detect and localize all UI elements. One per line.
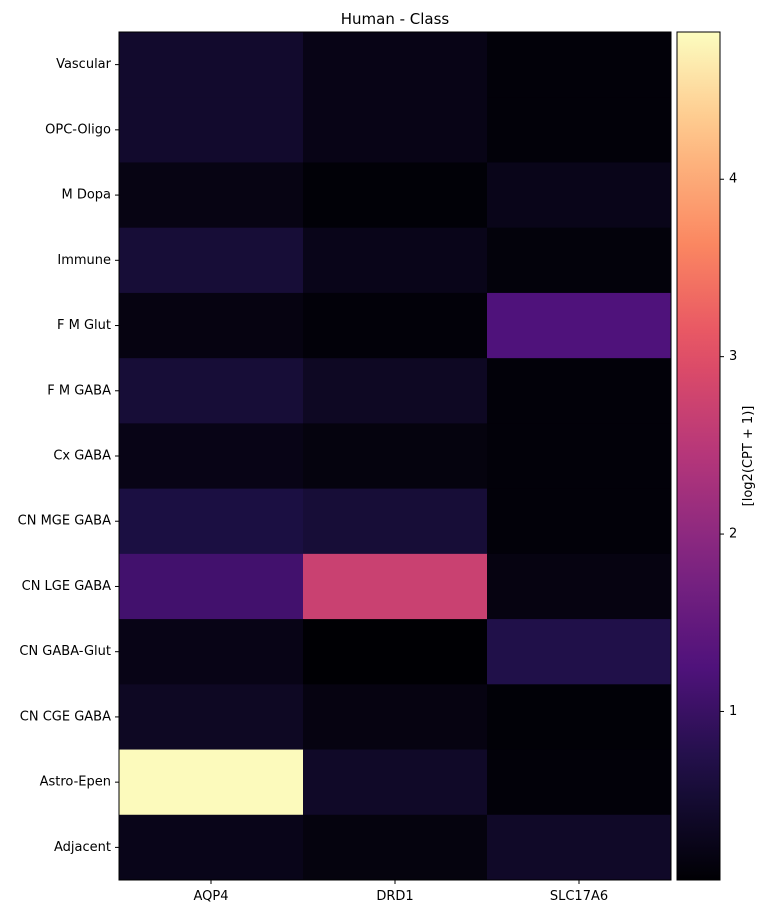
colorbar bbox=[676, 31, 721, 881]
column-label: AQP4 bbox=[193, 889, 228, 904]
heatmap-cell bbox=[487, 32, 672, 98]
colorbar-tick-label: 1 bbox=[729, 704, 737, 719]
heatmap-cell bbox=[303, 292, 488, 359]
heatmap-cell bbox=[303, 488, 488, 555]
heatmap-cell bbox=[487, 292, 672, 359]
row-label: OPC-Oligo bbox=[45, 122, 111, 137]
row-label: CN MGE GABA bbox=[18, 514, 111, 529]
row-labels: Vascular OPC-Oligo M Dopa Immune F M Glut F M… bbox=[18, 57, 119, 855]
heatmap-cell bbox=[119, 162, 304, 229]
heatmap-cells bbox=[119, 32, 672, 881]
row-label: M Dopa bbox=[61, 188, 111, 203]
colorbar-tick-label: 2 bbox=[729, 527, 737, 542]
heatmap-cell bbox=[119, 423, 304, 490]
colorbar-label: [log2(CPT + 1)] bbox=[741, 406, 756, 507]
heatmap-cell bbox=[487, 227, 672, 294]
column-label: SLC17A6 bbox=[550, 889, 608, 904]
heatmap-cell bbox=[303, 423, 488, 490]
heatmap-cell bbox=[487, 358, 672, 424]
heatmap-cell bbox=[303, 97, 488, 163]
heatmap-cell bbox=[487, 814, 672, 881]
heatmap-cell bbox=[303, 162, 488, 229]
heatmap-cell bbox=[487, 749, 672, 816]
heatmap-cell bbox=[303, 684, 488, 751]
chart-title: Human - Class bbox=[341, 10, 450, 28]
heatmap-cell bbox=[487, 553, 672, 620]
row-label: Astro-Epen bbox=[40, 775, 111, 790]
heatmap-cell bbox=[119, 97, 304, 163]
heatmap-cell bbox=[303, 32, 488, 98]
heatmap-cell bbox=[119, 488, 304, 555]
heatmap-cell bbox=[119, 684, 304, 751]
heatmap-cell bbox=[303, 749, 488, 816]
heatmap-cell bbox=[303, 227, 488, 294]
heatmap-cell bbox=[303, 553, 488, 620]
heatmap-cell bbox=[487, 619, 672, 685]
heatmap-cell bbox=[119, 358, 304, 424]
heatmap-cell bbox=[119, 814, 304, 881]
colorbar-ticks: 1 2 3 4 bbox=[720, 172, 737, 719]
plot-frame bbox=[118, 31, 672, 881]
colorbar-tick-label: 3 bbox=[729, 349, 737, 364]
heatmap-cell bbox=[119, 292, 304, 359]
heatmap-cell bbox=[303, 358, 488, 424]
colorbar-tick-label: 4 bbox=[729, 172, 737, 187]
heatmap-cell bbox=[119, 227, 304, 294]
row-label: Vascular bbox=[56, 57, 112, 72]
heatmap-cell bbox=[119, 749, 304, 816]
row-label: CN CGE GABA bbox=[20, 709, 111, 724]
heatmap-cell bbox=[119, 553, 304, 620]
heatmap-cell bbox=[487, 162, 672, 229]
heatmap-cell bbox=[303, 814, 488, 881]
row-label: Adjacent bbox=[54, 840, 111, 855]
heatmap-cell bbox=[303, 619, 488, 685]
row-label: Cx GABA bbox=[53, 449, 111, 464]
heatmap-cell bbox=[487, 423, 672, 490]
row-label: F M GABA bbox=[47, 383, 111, 398]
row-label: F M Glut bbox=[57, 318, 111, 333]
row-label: CN LGE GABA bbox=[22, 579, 111, 594]
column-label: DRD1 bbox=[376, 889, 413, 904]
heatmap-cell bbox=[119, 619, 304, 685]
column-labels: AQP4 DRD1 SLC17A6 bbox=[193, 880, 608, 904]
heatmap-cell bbox=[487, 97, 672, 163]
row-label: Immune bbox=[57, 253, 111, 268]
heatmap-cell bbox=[487, 684, 672, 751]
heatmap-cell bbox=[119, 32, 304, 98]
heatmap-cell bbox=[487, 488, 672, 555]
row-label: CN GABA-Glut bbox=[19, 644, 111, 659]
